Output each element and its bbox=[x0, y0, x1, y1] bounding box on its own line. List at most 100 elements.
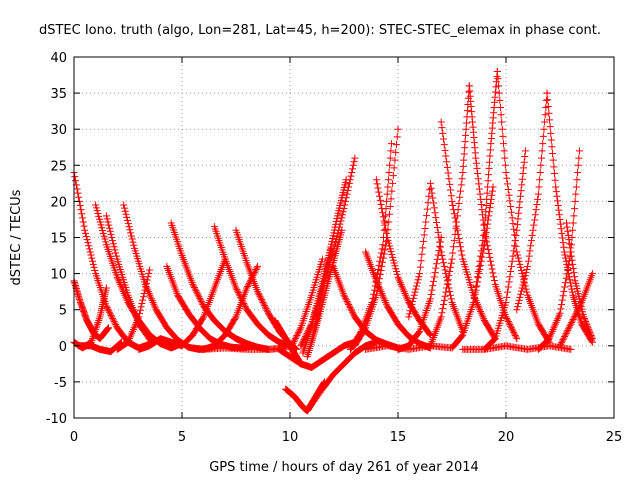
data-point bbox=[510, 247, 518, 255]
data-point bbox=[101, 235, 109, 243]
data-point bbox=[129, 327, 137, 335]
data-point bbox=[534, 195, 542, 203]
data-point bbox=[254, 288, 262, 296]
data-point bbox=[333, 215, 341, 223]
data-point bbox=[443, 163, 451, 171]
data-point bbox=[553, 317, 561, 325]
data-point bbox=[507, 322, 515, 330]
data-point bbox=[572, 183, 580, 191]
data-point bbox=[518, 175, 526, 183]
data-point bbox=[561, 333, 569, 341]
data-point bbox=[514, 303, 522, 311]
data-point bbox=[236, 292, 244, 300]
data-point bbox=[287, 344, 295, 352]
data-point bbox=[143, 276, 151, 284]
data-point bbox=[415, 328, 423, 336]
data-point bbox=[129, 238, 137, 246]
data-point bbox=[513, 226, 521, 234]
data-point bbox=[407, 304, 415, 312]
data-point bbox=[341, 201, 349, 209]
data-point bbox=[262, 305, 270, 313]
data-point bbox=[264, 308, 272, 316]
data-series bbox=[102, 212, 156, 346]
data-point bbox=[109, 240, 117, 248]
data-point bbox=[429, 277, 437, 285]
data-point bbox=[103, 304, 111, 312]
data-point bbox=[379, 293, 387, 301]
data-point bbox=[531, 216, 539, 224]
data-point bbox=[575, 154, 583, 162]
data-point bbox=[474, 302, 482, 310]
data-point bbox=[518, 181, 526, 189]
data-point bbox=[94, 318, 102, 326]
data-point bbox=[483, 189, 491, 197]
data-point bbox=[105, 308, 113, 316]
data-point bbox=[120, 204, 128, 212]
data-point bbox=[372, 278, 380, 286]
data-point bbox=[565, 323, 573, 331]
data-point bbox=[517, 267, 525, 275]
data-point bbox=[528, 231, 536, 239]
data-point bbox=[485, 171, 493, 179]
data-point bbox=[582, 319, 590, 327]
data-point bbox=[559, 292, 567, 300]
data-point bbox=[503, 314, 511, 322]
data-point bbox=[427, 290, 435, 298]
data-point bbox=[429, 199, 437, 207]
data-point bbox=[138, 300, 146, 308]
y-tick-label: 40 bbox=[50, 51, 67, 66]
data-point bbox=[453, 226, 461, 234]
data-point bbox=[382, 229, 390, 237]
data-point bbox=[114, 275, 122, 283]
data-point bbox=[547, 331, 555, 339]
data-point bbox=[443, 280, 451, 288]
data-point bbox=[501, 154, 509, 162]
data-point bbox=[510, 330, 518, 338]
data-point bbox=[381, 221, 389, 229]
data-point bbox=[252, 265, 260, 273]
data-point bbox=[371, 282, 379, 290]
data-point bbox=[535, 183, 543, 191]
data-point bbox=[548, 329, 556, 337]
data-point bbox=[568, 288, 576, 296]
data-point bbox=[385, 218, 393, 226]
data-point bbox=[505, 319, 513, 327]
data-point bbox=[433, 219, 441, 227]
data-point bbox=[445, 175, 453, 183]
data-point bbox=[291, 335, 299, 343]
data-point bbox=[389, 253, 397, 261]
data-point bbox=[82, 232, 90, 240]
data-point bbox=[520, 158, 528, 166]
data-series bbox=[459, 342, 575, 353]
data-point bbox=[370, 286, 378, 294]
data-point bbox=[478, 242, 486, 250]
data-point bbox=[254, 262, 262, 270]
data-point bbox=[439, 305, 447, 313]
data-point bbox=[515, 257, 523, 265]
data-series bbox=[480, 147, 529, 353]
data-point bbox=[78, 214, 86, 222]
data-point bbox=[446, 268, 454, 276]
y-tick-label: 25 bbox=[50, 159, 67, 174]
data-point bbox=[507, 324, 515, 332]
data-point bbox=[570, 212, 578, 220]
data-point bbox=[436, 238, 444, 246]
data-point bbox=[341, 293, 349, 301]
data-point bbox=[512, 333, 520, 341]
data-point bbox=[330, 226, 338, 234]
data-point bbox=[444, 276, 452, 284]
data-point bbox=[473, 164, 481, 172]
data-point bbox=[440, 262, 448, 270]
data-point bbox=[477, 247, 485, 255]
data-point bbox=[384, 176, 392, 184]
data-point bbox=[549, 149, 557, 157]
data-point bbox=[373, 180, 381, 188]
data-series bbox=[299, 176, 350, 357]
data-point bbox=[109, 316, 117, 324]
data-point bbox=[504, 288, 512, 296]
data-point bbox=[257, 295, 265, 303]
data-point bbox=[338, 226, 346, 234]
data-point bbox=[558, 337, 566, 345]
data-point bbox=[580, 314, 588, 322]
data-point bbox=[561, 279, 569, 287]
